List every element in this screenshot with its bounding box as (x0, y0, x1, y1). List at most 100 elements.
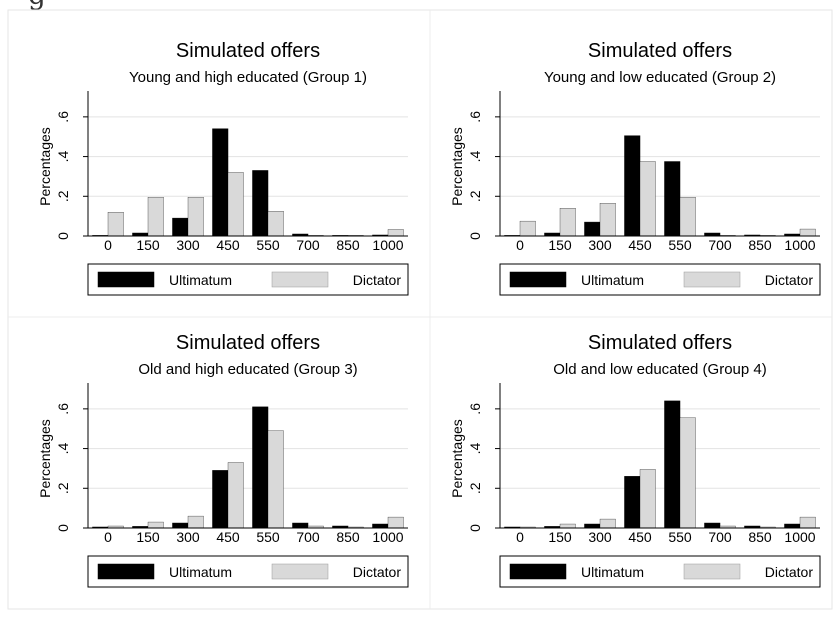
x-tick-label: 150 (136, 237, 160, 253)
x-tick-label: 850 (748, 237, 772, 253)
bar-dictator-1000 (799, 516, 816, 529)
x-tick-label: 700 (708, 529, 732, 545)
bar-dictator-150 (559, 208, 576, 237)
bar-dictator-550 (679, 417, 696, 529)
bar-dictator-0 (519, 220, 536, 237)
y-tick-label: .4 (467, 443, 483, 455)
x-tick-label: 150 (548, 237, 572, 253)
bar-dictator-0 (107, 212, 124, 237)
legend-swatch-ultimatum (509, 563, 567, 580)
bar-ultimatum-1000 (372, 523, 389, 529)
x-tick-label: 550 (256, 529, 280, 545)
x-tick-label: 450 (216, 237, 240, 253)
x-tick-label: 550 (668, 237, 692, 253)
x-tick-label: 850 (336, 237, 360, 253)
y-tick-label: .6 (55, 111, 71, 123)
bar-dictator-150 (147, 197, 164, 237)
bar-dictator-1000 (799, 228, 816, 237)
legend-label-dictator: Dictator (353, 272, 402, 288)
bar-ultimatum-450 (624, 476, 641, 529)
chart-panel-3: Simulated offers Old and high educated (G… (37, 332, 409, 588)
x-tick-label: 850 (336, 529, 360, 545)
x-tick-label: 0 (516, 237, 524, 253)
chart-title: Simulated offers (176, 332, 320, 354)
x-tick-label: 1000 (784, 237, 815, 253)
x-tick-label: 300 (588, 237, 612, 253)
legend-swatch-ultimatum (97, 563, 155, 580)
x-tick-label: 700 (708, 237, 732, 253)
legend-label-dictator: Dictator (353, 564, 402, 580)
bar-ultimatum-300 (172, 522, 189, 529)
chart-title: Simulated offers (176, 40, 320, 62)
x-tick-label: 0 (104, 237, 112, 253)
bar-ultimatum-550 (664, 161, 681, 237)
bar-dictator-550 (267, 430, 284, 529)
y-tick-label: .2 (55, 482, 71, 494)
bar-dictator-1000 (387, 516, 404, 529)
bar-ultimatum-700 (704, 522, 721, 529)
legend-label-dictator: Dictator (765, 564, 814, 580)
y-tick-label: 0 (55, 232, 71, 240)
legend-swatch-ultimatum (97, 271, 155, 288)
chart-subtitle: Old and high educated (Group 3) (138, 361, 357, 378)
y-tick-label: .6 (55, 403, 71, 415)
legend-swatch-dictator (271, 563, 329, 580)
bar-ultimatum-300 (584, 221, 601, 237)
legend-label-ultimatum: Ultimatum (581, 564, 644, 580)
x-tick-label: 850 (748, 529, 772, 545)
legend-swatch-dictator (271, 271, 329, 288)
y-tick-label: .2 (55, 190, 71, 202)
y-tick-label: .4 (467, 151, 483, 163)
x-tick-label: 0 (104, 529, 112, 545)
bar-ultimatum-550 (252, 170, 269, 237)
y-tick-label: 0 (467, 524, 483, 532)
bar-dictator-550 (679, 197, 696, 237)
x-tick-label: 150 (548, 529, 572, 545)
x-tick-label: 150 (136, 529, 160, 545)
bar-dictator-300 (599, 203, 616, 237)
chart-title: Simulated offers (588, 40, 732, 62)
chart-panel-2: Simulated offers Young and low educated (… (449, 40, 821, 296)
bar-ultimatum-450 (624, 135, 641, 237)
bar-dictator-450 (639, 161, 656, 237)
y-axis-label: Percentages (37, 419, 53, 498)
x-tick-label: 450 (628, 529, 652, 545)
y-tick-label: 0 (467, 232, 483, 240)
bar-dictator-450 (227, 462, 244, 529)
x-tick-label: 450 (628, 237, 652, 253)
bar-ultimatum-700 (292, 522, 309, 529)
bar-dictator-1000 (387, 229, 404, 237)
bar-dictator-300 (599, 518, 616, 529)
x-tick-label: 550 (256, 237, 280, 253)
chart-subtitle: Young and high educated (Group 1) (129, 69, 367, 86)
legend-swatch-ultimatum (509, 271, 567, 288)
x-tick-label: 700 (296, 529, 320, 545)
bar-ultimatum-550 (252, 406, 269, 529)
y-tick-label: .6 (467, 403, 483, 415)
x-tick-label: 1000 (784, 529, 815, 545)
x-tick-label: 1000 (372, 237, 403, 253)
bar-dictator-550 (267, 211, 284, 237)
bar-ultimatum-300 (172, 217, 189, 237)
bar-ultimatum-1000 (784, 523, 801, 529)
legend-swatch-dictator (683, 563, 741, 580)
y-tick-label: .6 (467, 111, 483, 123)
legend-label-ultimatum: Ultimatum (581, 272, 644, 288)
chart-subtitle: Old and low educated (Group 4) (553, 361, 766, 378)
bar-ultimatum-550 (664, 400, 681, 529)
bar-dictator-450 (227, 172, 244, 237)
legend-swatch-dictator (683, 271, 741, 288)
bar-dictator-300 (187, 197, 204, 237)
legend-label-dictator: Dictator (765, 272, 814, 288)
x-tick-label: 300 (588, 529, 612, 545)
x-tick-label: 300 (176, 237, 200, 253)
x-tick-label: 450 (216, 529, 240, 545)
bar-dictator-150 (147, 521, 164, 529)
x-tick-label: 300 (176, 529, 200, 545)
x-tick-label: 1000 (372, 529, 403, 545)
legend-label-ultimatum: Ultimatum (169, 564, 232, 580)
y-tick-label: .2 (467, 190, 483, 202)
y-tick-label: .2 (467, 482, 483, 494)
bar-dictator-450 (639, 469, 656, 529)
